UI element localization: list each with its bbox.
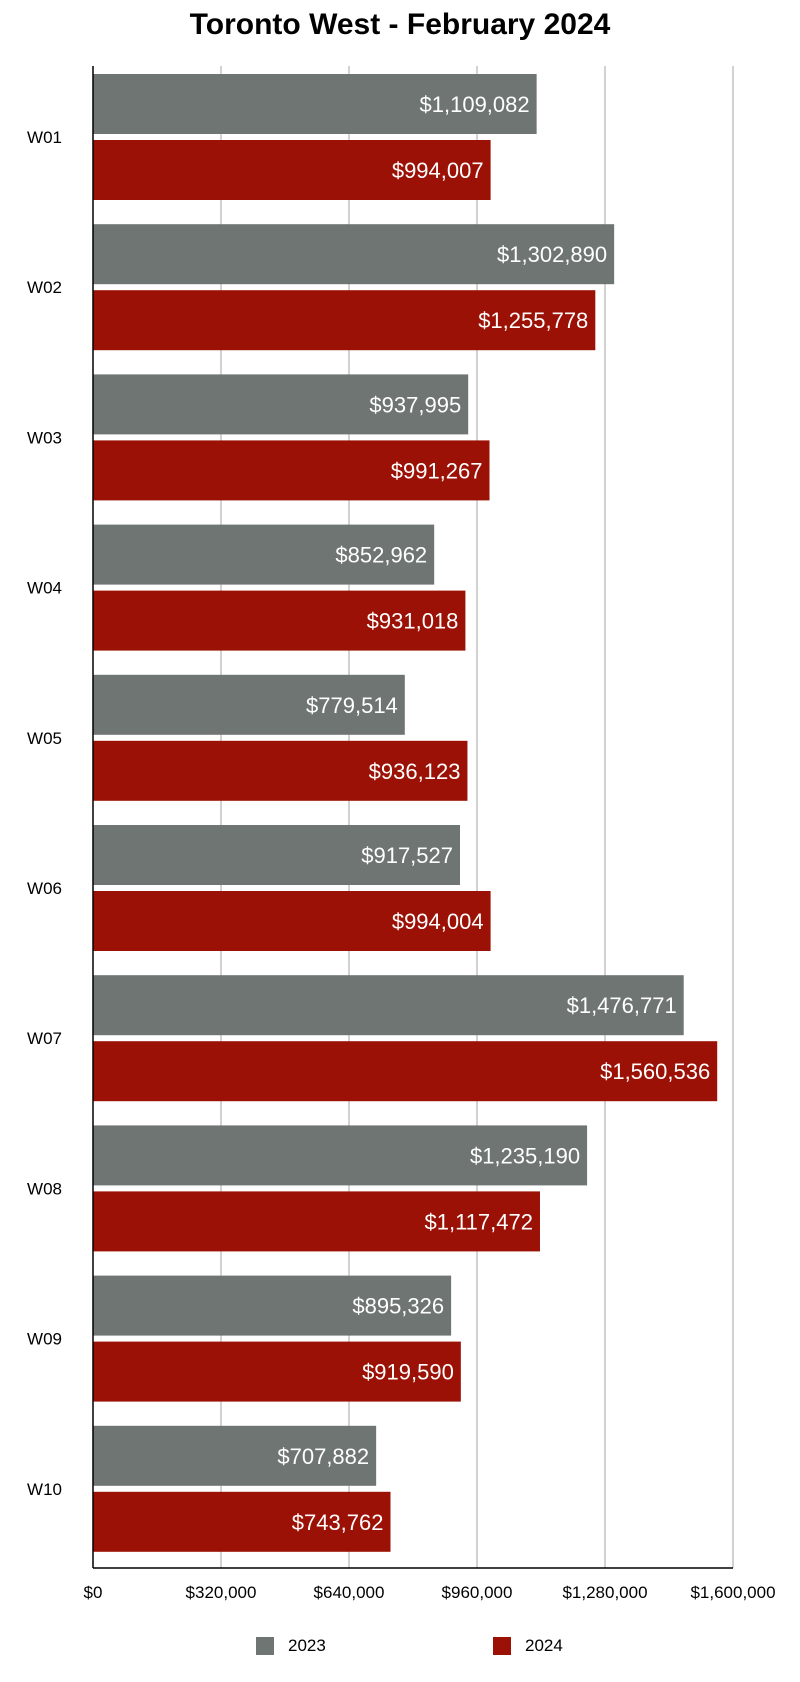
data-label-w09-2023: $895,326 bbox=[352, 1294, 444, 1319]
chart-title: Toronto West - February 2024 bbox=[189, 8, 611, 41]
data-label-w05-2024: $936,123 bbox=[369, 759, 461, 784]
data-label-w09-2024: $919,590 bbox=[362, 1360, 454, 1385]
data-label-w10-2024: $743,762 bbox=[292, 1510, 384, 1535]
data-label-w10-2023: $707,882 bbox=[277, 1444, 369, 1469]
x-tick-label-2: $640,000 bbox=[314, 1583, 385, 1602]
legend-item-2023: 2023 bbox=[256, 1636, 326, 1656]
bar-w09-2024 bbox=[93, 1341, 461, 1402]
category-label-w04: W04 bbox=[27, 579, 62, 598]
legend-label-2024: 2024 bbox=[525, 1636, 563, 1655]
bar-w05-2023 bbox=[93, 674, 405, 735]
category-label-w06: W06 bbox=[27, 879, 62, 898]
bar-w04-2024 bbox=[93, 590, 466, 651]
legend-item-2024: 2024 bbox=[493, 1636, 563, 1656]
legend-swatch-2024 bbox=[493, 1637, 511, 1655]
bar-w06-2024 bbox=[93, 891, 491, 951]
data-label-w07-2024: $1,560,536 bbox=[600, 1059, 710, 1084]
category-label-w02: W02 bbox=[27, 278, 62, 297]
bar-w02-2024 bbox=[93, 290, 596, 351]
data-label-w06-2023: $917,527 bbox=[361, 843, 453, 868]
category-label-w01: W01 bbox=[27, 128, 62, 147]
x-tick-label-5: $1,600,000 bbox=[690, 1583, 775, 1602]
bar-w10-2023 bbox=[93, 1425, 377, 1486]
bar-w08-2024 bbox=[93, 1191, 540, 1252]
data-label-w04-2023: $852,962 bbox=[335, 543, 427, 568]
bar-w05-2024 bbox=[93, 740, 468, 801]
data-label-w04-2024: $931,018 bbox=[367, 609, 459, 634]
legend-swatch-2023 bbox=[256, 1637, 274, 1655]
category-label-w09: W09 bbox=[27, 1330, 62, 1349]
category-label-w10: W10 bbox=[27, 1480, 62, 1499]
bar-w03-2023 bbox=[93, 374, 469, 435]
data-label-w03-2024: $991,267 bbox=[391, 458, 483, 483]
bar-w07-2023 bbox=[93, 975, 684, 1036]
bar-w08-2023 bbox=[93, 1125, 588, 1186]
data-label-w05-2023: $779,514 bbox=[306, 693, 398, 718]
category-label-w08: W08 bbox=[27, 1179, 62, 1198]
data-label-w08-2023: $1,235,190 bbox=[470, 1143, 580, 1168]
x-tick-label-4: $1,280,000 bbox=[562, 1583, 647, 1602]
category-label-w07: W07 bbox=[27, 1029, 62, 1048]
bar-w03-2024 bbox=[93, 440, 490, 501]
data-label-w03-2023: $937,995 bbox=[369, 392, 461, 417]
data-label-w01-2024: $994,007 bbox=[392, 158, 484, 183]
bar-w09-2023 bbox=[93, 1275, 452, 1336]
category-label-w03: W03 bbox=[27, 428, 62, 447]
data-label-w02-2023: $1,302,890 bbox=[497, 242, 607, 267]
bar-w01-2023 bbox=[93, 74, 537, 134]
bar-w02-2023 bbox=[93, 224, 615, 285]
data-label-w08-2024: $1,117,472 bbox=[425, 1209, 533, 1234]
bar-w06-2023 bbox=[93, 825, 461, 885]
legend-label-2023: 2023 bbox=[288, 1636, 326, 1655]
x-tick-label-1: $320,000 bbox=[186, 1583, 257, 1602]
data-label-w01-2023: $1,109,082 bbox=[420, 92, 530, 117]
data-label-w07-2023: $1,476,771 bbox=[567, 993, 677, 1018]
data-label-w06-2024: $994,004 bbox=[392, 909, 484, 934]
data-label-w02-2024: $1,255,778 bbox=[478, 308, 588, 333]
bar-w04-2023 bbox=[93, 524, 435, 585]
bar-w01-2024 bbox=[93, 140, 491, 200]
bar-w07-2024 bbox=[93, 1041, 718, 1102]
category-label-w05: W05 bbox=[27, 729, 62, 748]
x-tick-label-0: $0 bbox=[84, 1583, 103, 1602]
bar-w10-2024 bbox=[93, 1491, 391, 1552]
x-tick-label-3: $960,000 bbox=[442, 1583, 513, 1602]
